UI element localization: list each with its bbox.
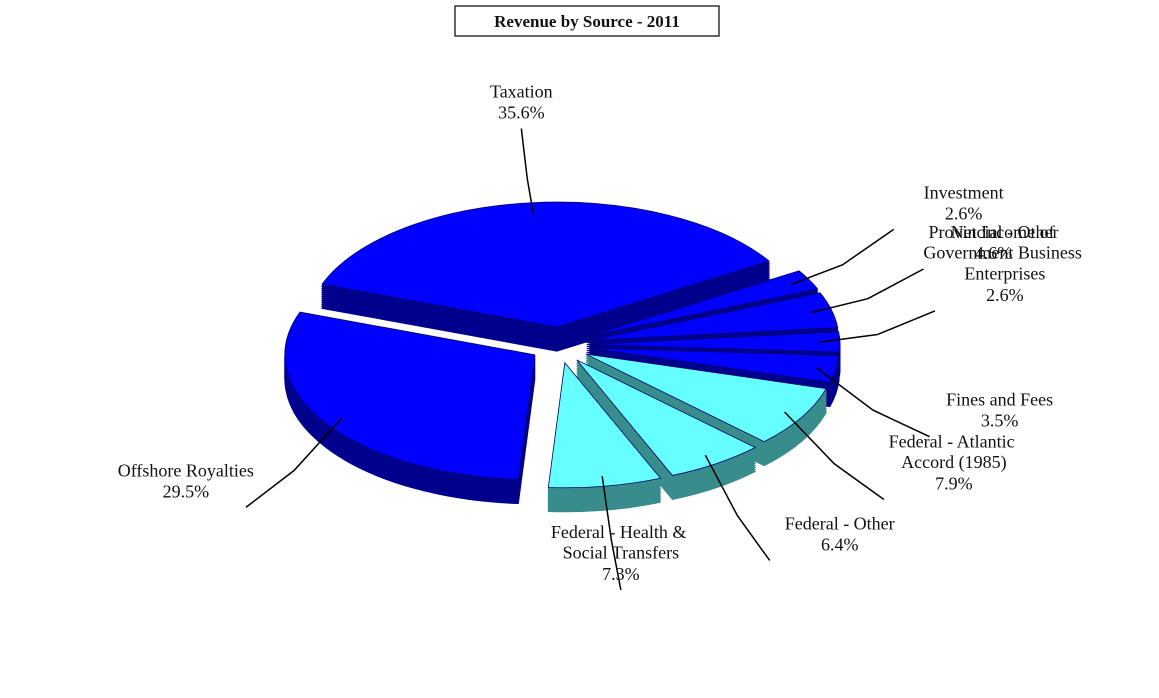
slice <box>589 292 839 341</box>
value-label: 7.9% <box>935 473 973 493</box>
slice <box>284 311 536 480</box>
slice <box>547 361 662 489</box>
leader-line <box>601 476 622 591</box>
value-label: 2.6% <box>986 285 1024 305</box>
value-label: 3.5% <box>981 411 1019 431</box>
leader-line <box>791 228 895 285</box>
slice-label: Federal - Atlantic Accord (1985) <box>889 431 1019 473</box>
slice-label: Offshore Royalties <box>118 460 254 480</box>
slice <box>585 353 827 443</box>
value-label: 6.4% <box>821 534 859 554</box>
leader-line <box>811 268 924 314</box>
slice-label: Investment <box>924 182 1004 202</box>
slice <box>586 270 819 338</box>
slice <box>589 347 840 384</box>
slice-label: Federal - Health & Social Transfers <box>551 522 691 563</box>
title-box <box>454 5 720 37</box>
slice <box>589 331 841 353</box>
slice-label: Fines and Fees <box>946 390 1053 410</box>
slice-label: Federal - Other <box>785 513 895 533</box>
value-label: 7.3% <box>602 564 640 584</box>
value-label: 29.5% <box>163 481 210 501</box>
value-label: 4.6% <box>975 243 1013 263</box>
leader-line <box>784 411 885 501</box>
leader-line <box>815 366 930 438</box>
slice-label: Provincial - Other <box>929 222 1059 242</box>
chart-title: Revenue by Source - 2011 <box>494 12 680 31</box>
slice <box>576 359 757 476</box>
leader-line <box>704 454 771 561</box>
value-label: 35.6% <box>498 102 545 122</box>
pie <box>284 201 841 513</box>
slice-label: Net Income of Government Business Enterp… <box>923 222 1086 283</box>
leader-line <box>245 417 343 508</box>
leader-line <box>819 310 936 343</box>
leader-line <box>520 128 534 213</box>
value-label: 2.6% <box>945 203 983 223</box>
slice-label: Taxation <box>490 81 553 101</box>
